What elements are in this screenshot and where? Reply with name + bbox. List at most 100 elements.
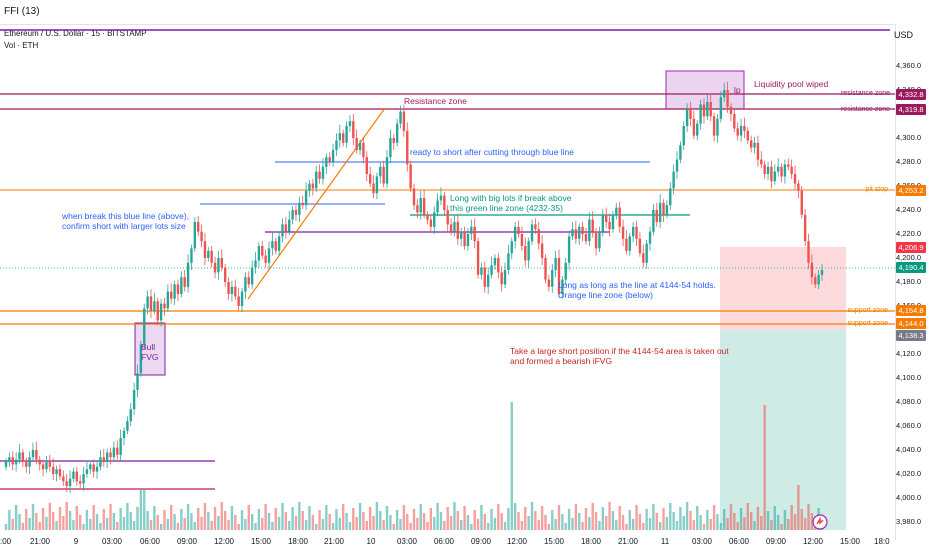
volume-bar bbox=[92, 505, 95, 530]
candle-body bbox=[685, 109, 689, 126]
currency-label[interactable]: USD bbox=[894, 30, 914, 40]
candle-body bbox=[814, 277, 817, 285]
indicator-title[interactable]: FFI (13) bbox=[4, 6, 40, 17]
volume-bar bbox=[335, 509, 338, 530]
x-tick-label: 06:00 bbox=[139, 537, 161, 546]
candle-body bbox=[486, 274, 490, 287]
volume-bar bbox=[709, 519, 712, 530]
volume-bar bbox=[449, 516, 453, 530]
candle-body bbox=[517, 226, 520, 234]
candle-body bbox=[460, 231, 463, 239]
candle-body bbox=[709, 102, 712, 117]
volume-bar bbox=[254, 523, 257, 530]
candle-body bbox=[601, 214, 605, 232]
volume-bar bbox=[109, 504, 112, 530]
candle-body bbox=[679, 145, 682, 160]
candle-body bbox=[126, 421, 129, 431]
candle-body bbox=[55, 469, 58, 474]
candle-body bbox=[65, 481, 68, 486]
candle-body bbox=[520, 234, 524, 246]
volume-bar bbox=[433, 517, 436, 530]
candle-body bbox=[267, 248, 271, 263]
candle-body bbox=[274, 241, 277, 251]
candle-body bbox=[375, 176, 379, 194]
candle-body bbox=[503, 270, 507, 285]
volume-bar bbox=[176, 523, 180, 530]
top-bar: FFI (13) bbox=[0, 0, 932, 25]
volume-bar bbox=[119, 508, 122, 530]
candle-body bbox=[362, 142, 365, 158]
volume-bar bbox=[520, 521, 524, 530]
volume-bar bbox=[665, 517, 669, 530]
candle-body bbox=[513, 226, 517, 242]
volume-bar bbox=[220, 502, 224, 530]
volume-bar bbox=[301, 511, 304, 530]
candle-body bbox=[449, 224, 453, 232]
candle-body bbox=[223, 267, 227, 282]
volume-bar bbox=[439, 512, 443, 530]
volume-bar bbox=[18, 514, 21, 530]
candle-body bbox=[476, 241, 480, 275]
candle-body bbox=[89, 464, 92, 470]
short-position-note-2: and formed a bearish iFVG bbox=[510, 356, 613, 366]
volume-bar bbox=[345, 513, 348, 530]
volume-bar bbox=[105, 518, 109, 530]
candle-body bbox=[237, 296, 240, 306]
volume-bar bbox=[25, 509, 28, 530]
candle-body bbox=[294, 210, 298, 215]
x-tick-label: 21:00 bbox=[617, 537, 639, 546]
pit-stop-label: pit stop bbox=[865, 186, 888, 193]
candle-body bbox=[173, 284, 176, 299]
candle-body bbox=[18, 452, 21, 460]
candle-body bbox=[712, 116, 716, 136]
volume-bar bbox=[234, 515, 237, 530]
candle-body bbox=[345, 126, 348, 143]
candle-body bbox=[446, 210, 449, 225]
candle-body bbox=[463, 231, 466, 246]
volume-bar bbox=[264, 504, 267, 530]
candle-body bbox=[746, 130, 750, 141]
volume-bar bbox=[237, 524, 240, 530]
candle-body bbox=[611, 214, 615, 230]
candle-body bbox=[210, 250, 213, 263]
candle-body bbox=[338, 133, 342, 141]
candle-body bbox=[490, 265, 493, 275]
candle-body bbox=[456, 222, 460, 239]
volume-bar bbox=[702, 524, 706, 530]
candle-body bbox=[412, 188, 416, 206]
candle-body bbox=[561, 279, 564, 294]
symbol-legend[interactable]: Ethereum / U.S. Dollar · 15 · BITSTAMP bbox=[4, 29, 147, 38]
candle-body bbox=[604, 214, 608, 222]
candle-body bbox=[38, 459, 41, 465]
volume-bar bbox=[261, 518, 264, 530]
candle-body bbox=[341, 133, 345, 143]
y-tick-label: 4,100.0 bbox=[896, 373, 922, 382]
candle-body bbox=[426, 214, 429, 220]
volume-bar bbox=[726, 518, 729, 530]
y-tick-label: 4,000.0 bbox=[896, 493, 922, 502]
volume-bar bbox=[554, 519, 557, 530]
volume-bar bbox=[507, 508, 510, 530]
candle-body bbox=[567, 236, 571, 263]
candle-body bbox=[11, 457, 14, 465]
volume-bar bbox=[588, 517, 591, 530]
candle-body bbox=[665, 205, 669, 215]
volume-bar bbox=[770, 520, 773, 530]
volume-legend[interactable]: Vol · ETH bbox=[4, 41, 39, 50]
volume-bar bbox=[146, 511, 149, 530]
candle-body bbox=[244, 277, 247, 292]
candle-body bbox=[301, 202, 304, 206]
candle-body bbox=[41, 464, 45, 470]
candle-body bbox=[540, 243, 544, 258]
candle-body bbox=[662, 202, 665, 215]
replay-icon[interactable] bbox=[812, 514, 828, 530]
candle-body bbox=[584, 234, 588, 242]
y-tick-label: 4,040.0 bbox=[896, 445, 922, 454]
resistance-tag-1: 4,332.8 bbox=[896, 89, 926, 100]
volume-bar bbox=[68, 511, 72, 530]
candle-body bbox=[787, 164, 790, 167]
volume-bar bbox=[321, 519, 325, 530]
volume-bar bbox=[530, 502, 534, 530]
volume-bar bbox=[534, 511, 537, 530]
